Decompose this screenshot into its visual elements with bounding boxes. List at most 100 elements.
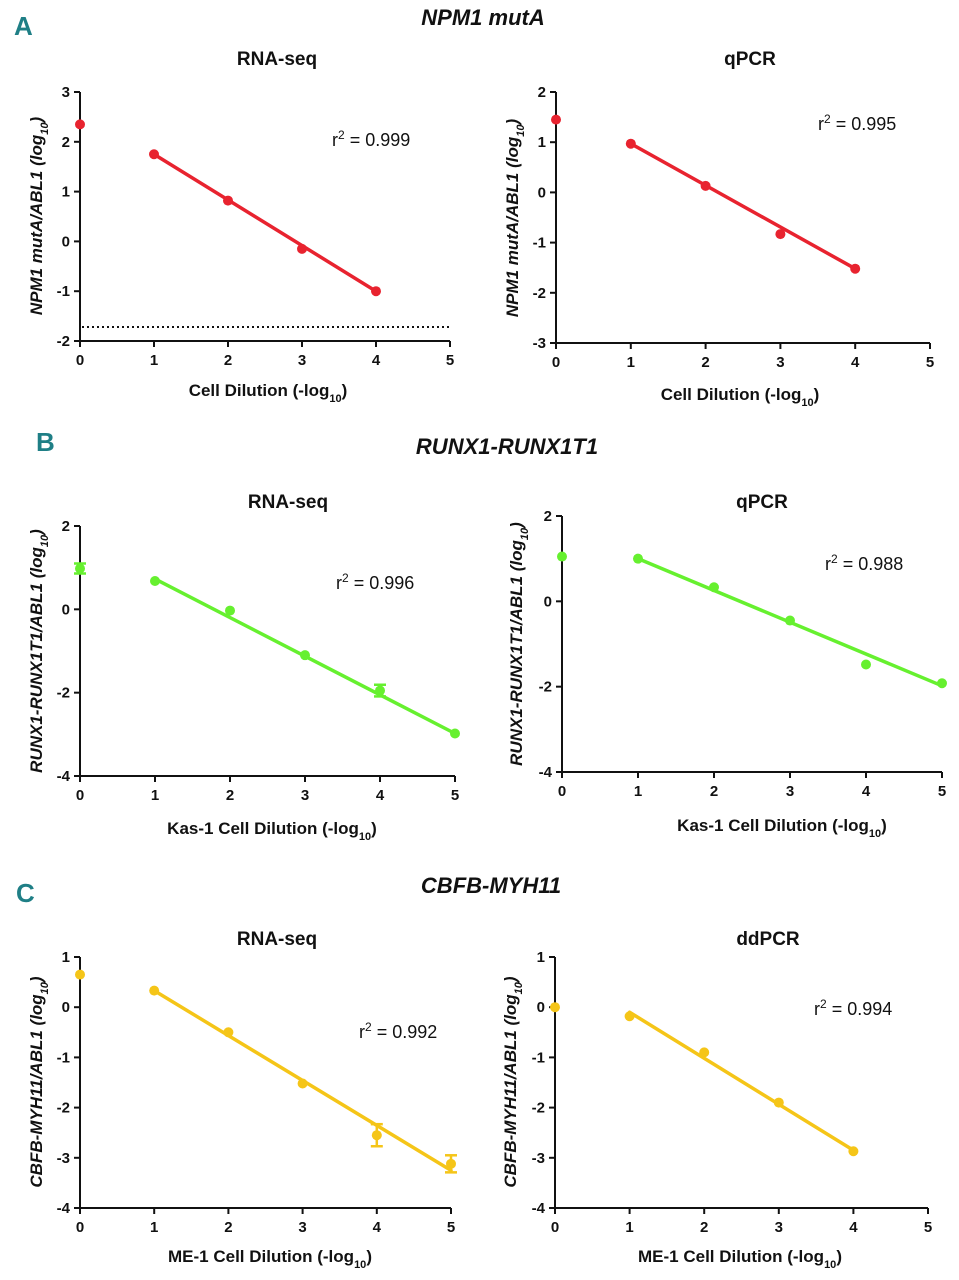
- chart-title: RNA-seq: [237, 49, 317, 70]
- y-tick-label: 2: [544, 508, 552, 525]
- y-axis-label: RUNX1-RUNX1T1/ABL1 (log10): [507, 522, 531, 766]
- y-tick-label: -1: [533, 235, 546, 252]
- x-tick-label: 5: [938, 783, 946, 800]
- x-tick-label: 1: [151, 787, 159, 804]
- data-point: [861, 659, 871, 670]
- data-point: [551, 114, 561, 125]
- y-tick-label: -3: [533, 335, 546, 352]
- r-squared-label: r2 = 0.988: [825, 552, 903, 574]
- x-axis-label: Cell Dilution (-log10): [189, 381, 348, 405]
- regression-line: [629, 141, 857, 271]
- y-tick-label: -4: [532, 1200, 546, 1217]
- y-tick-label: 0: [62, 999, 70, 1016]
- data-point: [150, 576, 160, 586]
- x-tick-label: 5: [924, 1219, 932, 1236]
- x-tick-label: 0: [76, 787, 84, 804]
- x-axis-label: ME-1 Cell Dilution (-log10): [638, 1247, 842, 1271]
- x-axis-label: Kas-1 Cell Dilution (-log10): [167, 819, 377, 843]
- y-tick-label: -1: [532, 1049, 545, 1066]
- r-squared-label: r2 = 0.996: [336, 571, 414, 593]
- data-point: [375, 685, 385, 696]
- x-tick-label: 4: [372, 352, 381, 369]
- section-title-b: RUNX1-RUNX1T1: [416, 434, 598, 459]
- y-tick-label: -4: [57, 768, 71, 785]
- x-tick-label: 4: [862, 783, 871, 800]
- data-point: [700, 180, 711, 191]
- y-tick-label: 0: [62, 233, 70, 250]
- x-tick-label: 2: [224, 1219, 232, 1236]
- x-tick-label: 2: [224, 352, 232, 369]
- chart-title: RNA-seq: [237, 929, 317, 950]
- r-squared-label: r2 = 0.999: [332, 128, 410, 150]
- x-tick-label: 4: [851, 354, 860, 371]
- y-tick-label: -1: [57, 283, 70, 300]
- y-tick-label: -3: [532, 1150, 545, 1167]
- data-point: [371, 1130, 382, 1141]
- data-point: [785, 615, 795, 626]
- regression-line: [627, 1010, 856, 1153]
- data-point: [450, 728, 460, 739]
- data-point: [297, 1078, 308, 1089]
- r-squared-label: r2 = 0.994: [814, 997, 892, 1019]
- y-tick-label: 0: [62, 601, 70, 618]
- y-tick-label: -3: [57, 1150, 70, 1167]
- data-point: [225, 605, 235, 616]
- y-axis-label: CBFB-MYH11/ABL1 (log10): [501, 976, 525, 1188]
- x-tick-label: 2: [226, 787, 234, 804]
- x-tick-label: 0: [558, 783, 566, 800]
- data-point: [446, 1158, 456, 1169]
- chart-title: RNA-seq: [248, 492, 328, 513]
- x-tick-label: 5: [926, 354, 934, 371]
- y-tick-label: 2: [62, 134, 70, 151]
- chart-runx1-qpcr: qPCR 0 1 2 3 4 5 -4 -2 0 2 Kas-1 Cell Dilution (-lo…: [507, 492, 947, 840]
- x-tick-label: 3: [775, 1219, 783, 1236]
- x-tick-label: 3: [298, 1219, 306, 1236]
- y-tick-label: 0: [538, 184, 546, 201]
- data-point: [557, 551, 567, 562]
- x-tick-label: 5: [447, 1219, 455, 1236]
- y-tick-label: -2: [57, 685, 70, 702]
- data-point: [297, 243, 307, 254]
- x-tick-label: 4: [849, 1219, 858, 1236]
- chart-title: qPCR: [724, 49, 776, 70]
- data-point: [371, 286, 381, 297]
- y-tick-label: -2: [539, 679, 552, 696]
- x-axis-label: ME-1 Cell Dilution (-log10): [168, 1247, 372, 1271]
- data-point: [223, 1027, 234, 1038]
- y-tick-label: 1: [62, 949, 70, 966]
- x-tick-label: 0: [551, 1219, 559, 1236]
- chart-npm1-rnaseq: RNA-seq 0 1 2 3 4 5 -2 -1 0 1 2 3 Cell Dilution (-log…: [27, 49, 454, 405]
- y-axis-label: NPM1 mutA/ABL1 (log10): [503, 119, 527, 318]
- r-squared-label: r2 = 0.992: [359, 1020, 437, 1042]
- x-tick-label: 0: [76, 352, 84, 369]
- x-axis-label: Cell Dilution (-log10): [661, 385, 820, 409]
- data-point: [625, 138, 636, 149]
- section-title-a: NPM1 mutA: [421, 5, 544, 30]
- chart-title: qPCR: [736, 492, 788, 513]
- chart-title: ddPCR: [736, 929, 800, 950]
- data-point: [850, 263, 861, 274]
- data-point: [300, 650, 310, 661]
- y-tick-label: 2: [62, 518, 70, 535]
- data-point: [633, 553, 643, 564]
- panel-letter-c: C: [16, 878, 35, 908]
- y-tick-label: 2: [538, 84, 546, 101]
- chart-cbfb-ddpcr: ddPCR 0 1 2 3 4 5 -4 -3 -2 -1 0 1 ME-1 Cell Dilution …: [501, 929, 932, 1271]
- panel-letter-a: A: [14, 11, 33, 41]
- x-tick-label: 2: [710, 783, 718, 800]
- y-tick-label: -1: [57, 1049, 70, 1066]
- x-tick-label: 1: [634, 783, 642, 800]
- x-tick-label: 3: [301, 787, 309, 804]
- x-tick-label: 2: [700, 1219, 708, 1236]
- y-tick-label: -2: [57, 333, 70, 350]
- y-tick-label: -2: [533, 285, 546, 302]
- data-point: [149, 985, 160, 996]
- data-point: [75, 563, 85, 574]
- y-axis-label: CBFB-MYH11/ABL1 (log10): [27, 976, 51, 1188]
- chart-npm1-qpcr: qPCR 0 1 2 3 4 5 -3 -2 -1 0 1 2 Cell Dilution (-log10…: [503, 49, 934, 409]
- chart-cbfb-rnaseq: RNA-seq 0 1 2 3 4 5 -4 -3 -2 -1 0 1 ME-1 Cell Dilutio…: [27, 929, 457, 1271]
- data-point: [75, 119, 85, 130]
- x-tick-label: 0: [76, 1219, 84, 1236]
- data-point: [848, 1146, 859, 1157]
